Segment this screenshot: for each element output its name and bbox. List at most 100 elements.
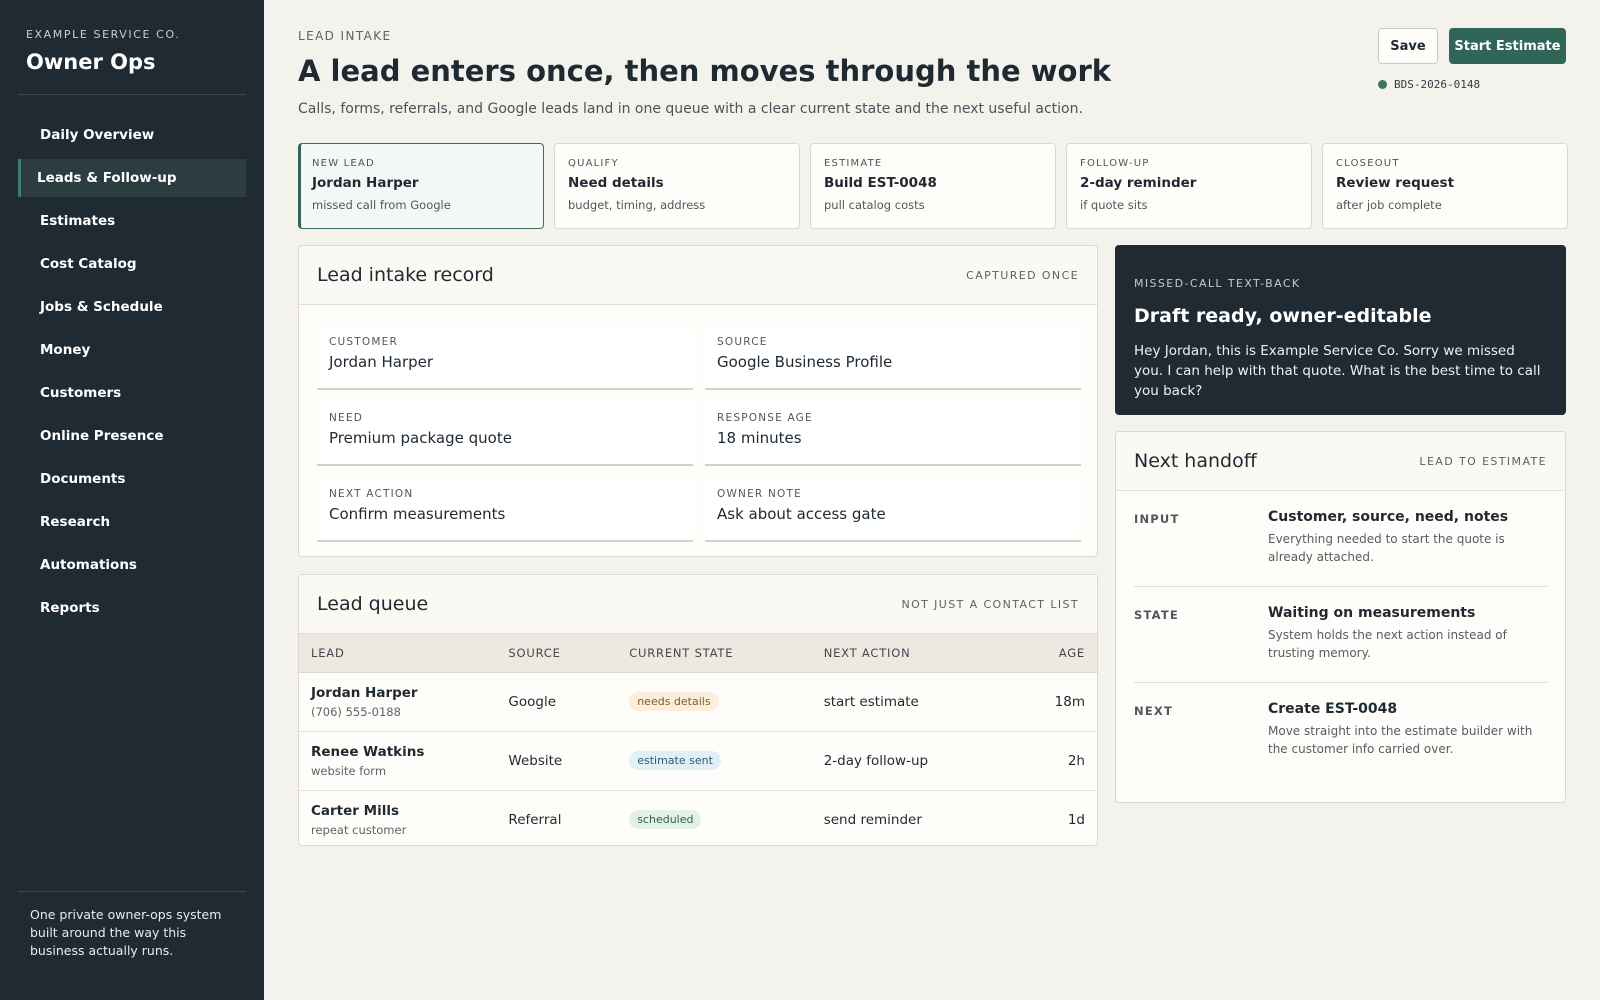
record-id-text: BDS-2026-0148 [1394, 78, 1481, 91]
column-header-current-state[interactable]: CURRENT STATE [617, 634, 812, 673]
save-button[interactable]: Save [1378, 28, 1438, 64]
record-id: BDS-2026-0148 [1378, 78, 1480, 91]
next-action-cell: 2-day follow-up [811, 731, 1012, 791]
handoff-desc: System holds the next action instead of … [1268, 628, 1507, 660]
source-cell: Referral [508, 811, 562, 828]
sidebar-item-daily-overview[interactable]: Daily Overview [40, 127, 155, 143]
stage-label: FOLLOW-UP [1080, 158, 1150, 169]
lead-detail: website form [311, 763, 387, 778]
stage-label: ESTIMATE [824, 158, 883, 169]
field-label: OWNER NOTE [717, 488, 802, 500]
state-cell: needs details [617, 672, 812, 732]
stage-desc: if quote sits [1080, 198, 1148, 212]
source-field[interactable]: SOURCE Google Business Profile [705, 324, 1081, 390]
handoff-row-input: INPUT Customer, source, need, notes Ever… [1134, 491, 1547, 587]
state-cell: scheduled [617, 790, 812, 845]
age-cell: 18m [1011, 672, 1097, 732]
stage-card-new-lead[interactable]: NEW LEAD Jordan Harper missed call from … [298, 143, 544, 229]
sidebar-item-reports[interactable]: Reports [40, 600, 100, 616]
column-header-age[interactable]: AGE [1011, 634, 1097, 673]
field-value: 18 minutes [717, 429, 802, 447]
stage-card-follow-up[interactable]: FOLLOW-UP 2-day reminder if quote sits [1066, 143, 1312, 229]
textback-message[interactable]: Hey Jordan, this is Example Service Co. … [1134, 343, 1541, 399]
sidebar-footer-text: One private owner-ops system built aroun… [30, 907, 222, 958]
panel-header: Next handoff LEAD TO ESTIMATE [1116, 432, 1565, 491]
state-cell: estimate sent [617, 731, 812, 791]
source-cell: Google [496, 672, 618, 732]
sidebar-item-estimates[interactable]: Estimates [40, 213, 116, 229]
column-header-lead[interactable]: LEAD [299, 634, 497, 673]
field-label: NEXT ACTION [329, 488, 414, 500]
sidebar-item-documents[interactable]: Documents [40, 471, 126, 487]
stage-title: Need details [568, 175, 664, 191]
lead-queue-table: LEAD SOURCE CURRENT STATE NEXT ACTION AG… [299, 634, 1097, 845]
sidebar-nav: Daily Overview Leads & Follow-up Estimat… [18, 116, 246, 632]
table-row[interactable]: Jordan Harper (706) 555-0188 Google needs d… [299, 672, 1097, 732]
next-action-field[interactable]: NEXT ACTION Confirm measurements [317, 476, 693, 542]
source-cell: Website [496, 731, 618, 791]
company-name: EXAMPLE SERVICE CO. [26, 28, 181, 41]
panel-header: Lead queue NOT JUST A CONTACT LIST [299, 575, 1097, 634]
lead-intake-panel: Lead intake record CAPTURED ONCE CUSTOME… [298, 245, 1098, 557]
sidebar: EXAMPLE SERVICE CO. Owner Ops Daily Over… [0, 0, 264, 1000]
panel-tag: LEAD TO ESTIMATE [1419, 454, 1547, 468]
table-row[interactable]: Renee Watkins website form Website estimate… [299, 731, 1097, 791]
need-field[interactable]: NEED Premium package quote [317, 400, 693, 466]
handoff-body: Waiting on measurements System holds the… [1268, 605, 1547, 671]
stage-card-closeout[interactable]: CLOSEOUT Review request after job comple… [1322, 143, 1568, 229]
next-action-cell: start estimate [811, 672, 1012, 732]
sidebar-item-online-presence[interactable]: Online Presence [40, 428, 164, 444]
field-value: Premium package quote [329, 429, 512, 447]
owner-note-field[interactable]: OWNER NOTE Ask about access gate [705, 476, 1081, 542]
lead-cell: Carter Mills repeat customer [299, 790, 496, 845]
sidebar-item-leads-follow-up[interactable]: Leads & Follow-up [18, 159, 246, 197]
handoff-row-state: STATE Waiting on measurements System hol… [1134, 587, 1547, 683]
stage-label: CLOSEOUT [1336, 158, 1400, 169]
panel-title: Lead queue [317, 593, 429, 615]
field-label: SOURCE [717, 336, 768, 348]
age-cell: 1d [1067, 811, 1085, 828]
handoff-title: Create EST-0048 [1268, 701, 1398, 717]
status-badge: scheduled [629, 810, 702, 830]
sidebar-item-automations[interactable]: Automations [40, 557, 137, 573]
field-label: CUSTOMER [329, 336, 398, 348]
field-value: Jordan Harper [329, 353, 434, 371]
field-label: NEED [329, 412, 364, 424]
sidebar-item-research[interactable]: Research [40, 514, 111, 530]
start-estimate-button[interactable]: Start Estimate [1449, 28, 1566, 64]
stage-desc: missed call from Google [312, 198, 451, 212]
lead-queue-panel: Lead queue NOT JUST A CONTACT LIST LEAD … [298, 574, 1098, 846]
handoff-key: NEXT [1134, 704, 1173, 718]
handoff-title: Customer, source, need, notes [1268, 509, 1509, 525]
stage-desc: after job complete [1336, 198, 1442, 212]
lead-name: Renee Watkins [311, 743, 425, 760]
stage-card-qualify[interactable]: QUALIFY Need details budget, timing, add… [554, 143, 800, 229]
sidebar-footer-divider [18, 891, 246, 892]
column-header-source[interactable]: SOURCE [496, 634, 618, 673]
sidebar-item-cost-catalog[interactable]: Cost Catalog [40, 256, 137, 272]
lead-name: Jordan Harper [311, 684, 418, 701]
customer-field[interactable]: CUSTOMER Jordan Harper [317, 324, 693, 390]
sidebar-item-customers[interactable]: Customers [40, 385, 122, 401]
next-action-cell: send reminder [823, 811, 922, 828]
response-age-field[interactable]: RESPONSE AGE 18 minutes [705, 400, 1081, 466]
field-value: Ask about access gate [717, 505, 886, 523]
lead-detail: repeat customer [311, 822, 407, 837]
stage-title: Build EST-0048 [824, 175, 937, 191]
sidebar-item-money[interactable]: Money [40, 342, 91, 358]
age-cell: 2h [1011, 731, 1097, 791]
status-badge: estimate sent [629, 751, 721, 770]
intake-fields: CUSTOMER Jordan Harper SOURCE Google Bus… [299, 305, 1097, 542]
page-title: A lead enters once, then moves through t… [298, 54, 1112, 88]
status-badge: needs details [629, 692, 719, 711]
column-header-next-action[interactable]: NEXT ACTION [811, 634, 1012, 673]
sidebar-item-jobs-schedule[interactable]: Jobs & Schedule [40, 299, 163, 315]
handoff-row-next: NEXT Create EST-0048 Move straight into … [1134, 683, 1547, 779]
stage-title: Jordan Harper [312, 175, 419, 191]
stage-label: QUALIFY [568, 158, 619, 169]
panel-tag: CAPTURED ONCE [966, 268, 1079, 282]
stage-card-estimate[interactable]: ESTIMATE Build EST-0048 pull catalog cos… [810, 143, 1056, 229]
table-row[interactable]: Carter Mills repeat customer Referral sched… [299, 790, 1097, 845]
lead-cell: Renee Watkins website form [299, 731, 497, 791]
stage-title: Review request [1336, 175, 1455, 191]
